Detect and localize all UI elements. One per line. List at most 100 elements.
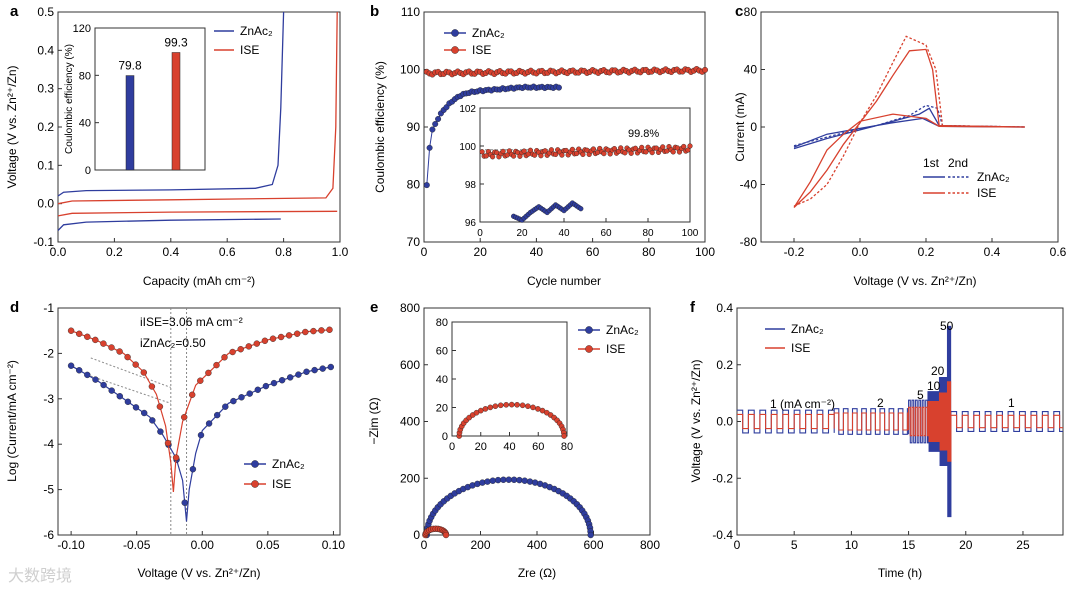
panel-f-annotation-2: 5	[917, 388, 924, 402]
panel-f-x-tick-label: 25	[1016, 538, 1030, 552]
panel-d-x-tick-label: 0.10	[322, 538, 346, 552]
panel-b-inset-ise-point	[639, 144, 645, 151]
panel-b-y-tick-label: 100	[400, 63, 420, 77]
panel-e-label: e	[370, 299, 378, 316]
panel-d-x-tick-label: -0.10	[57, 538, 85, 552]
panel-b-legend-znac2-label: ZnAc₂	[472, 26, 505, 40]
panel-d-point-1	[253, 340, 260, 347]
panel-e-ise-point	[442, 531, 450, 539]
panel-e-inset-y-tick-label: 80	[436, 317, 448, 329]
panel-b-inset-ise-point	[559, 152, 565, 158]
panel-e-x-tick-label: 400	[527, 538, 547, 552]
panel-c-label: c	[735, 3, 743, 20]
panel-d-point-0	[311, 366, 318, 374]
panel-d-guide-tafel-2	[90, 375, 171, 404]
panel-e-xlabel: Zre (Ω)	[518, 566, 556, 580]
panel-a-inset-y-tick-label: 0	[85, 165, 91, 177]
panel-b-x-tick-label: 40	[530, 245, 544, 259]
panel-f-xlabel: Time (h)	[878, 566, 922, 580]
panel-f-x-tick-label: 10	[845, 538, 859, 552]
panel-b-inset-ise-point	[490, 154, 496, 160]
panel-e-y-tick-label: 800	[400, 301, 420, 315]
panel-b-inset-znac2-point	[578, 206, 584, 212]
panel-e-y-tick-label: 600	[400, 358, 420, 372]
panel-a-inset-frame	[94, 27, 206, 171]
panel-d-point-0	[100, 381, 107, 389]
panel-d-point-1	[197, 377, 204, 384]
panel-b-znac2-point	[429, 126, 436, 133]
panel-d-point-0	[270, 379, 278, 387]
panel-d-point-0	[213, 411, 221, 419]
panel-a-y-tick-label: -0.1	[33, 235, 54, 249]
panel-a-inset-bar-0	[125, 75, 135, 171]
panel-a-inset-value-0: 79.8	[118, 59, 142, 73]
panel-b-inset-ise-point	[479, 149, 485, 155]
panel-c-series-1	[793, 104, 1026, 147]
panel-b-inset-ise-point	[542, 148, 548, 154]
panel-b-inset-ise-point	[521, 148, 527, 154]
panel-d-point-0	[92, 376, 99, 383]
panel-e-inset-ise-point	[503, 401, 510, 408]
panel-e-inset-x-tick-label: 0	[449, 441, 455, 453]
panel-c-ylabel: Current (mA)	[733, 92, 747, 161]
panel-b-x-tick-label: 60	[586, 245, 600, 259]
panel-d-x-tick-label: -0.05	[123, 538, 151, 552]
panel-d-point-0	[222, 403, 229, 410]
panel-d-point-1	[148, 383, 156, 390]
panel-d-point-0	[230, 397, 237, 405]
panel-c-xlabel: Voltage (V vs. Zn²⁺/Zn)	[853, 274, 976, 288]
panel-e-inset-ise-point	[497, 402, 504, 409]
panel-d-point-0	[246, 390, 253, 397]
panel-d-point-1	[188, 391, 196, 398]
panel-d-point-0	[124, 398, 132, 405]
panel-d-point-0	[197, 431, 205, 439]
panel-b-inset-frame	[479, 107, 691, 223]
panel-d-point-1	[132, 361, 139, 368]
panel-d-y-tick-label: -4	[43, 437, 54, 451]
panel-d-point-0	[181, 499, 188, 506]
panel-d-point-0	[287, 374, 294, 381]
panel-e-znac2-point	[500, 476, 507, 483]
panel-c-series-0	[793, 107, 1026, 150]
panel-d-point-1	[318, 327, 325, 334]
panel-d-point-1	[237, 346, 244, 353]
panel-d-point-1	[108, 344, 115, 351]
panel-b-inset-y-tick-label: 100	[459, 142, 476, 153]
panel-b-inset-ise-point	[601, 151, 607, 157]
panel-e-znac2-line	[426, 479, 592, 536]
panel-d-point-1	[310, 327, 317, 335]
panel-b-y-tick-label: 70	[407, 235, 421, 249]
panel-b-inset-ise-point	[681, 143, 687, 150]
panel-d-annotation-znac2: iZnAc₂=0.50	[140, 336, 206, 350]
panel-a-series-2	[57, 11, 338, 205]
panel-e-inset-x-tick-label: 80	[561, 441, 573, 453]
panel-d-point-1	[277, 333, 285, 341]
panel-e-inset-ise-point	[492, 403, 499, 410]
panel-d-point-1	[100, 340, 107, 347]
panel-b-ylabel: Coulombic efficiency (%)	[373, 61, 387, 193]
panel-b-ise-point	[702, 66, 709, 73]
panel-d-x-tick-label: 0.00	[191, 538, 215, 552]
panel-a-series-0	[57, 11, 285, 197]
panel-e-inset-x-tick-label: 60	[532, 441, 544, 453]
panel-c-x-tick-label: -0.2	[784, 245, 805, 259]
panel-d-point-1	[269, 335, 277, 342]
panel-d-point-0	[238, 394, 245, 401]
panel-e-y-tick-label: 400	[400, 415, 420, 429]
panel-d-point-0	[205, 420, 213, 427]
panel-a-y-tick-label: 0.5	[37, 5, 54, 19]
panel-f-x-tick-label: 0	[734, 538, 741, 552]
panel-d-point-1	[302, 328, 309, 336]
panel-b-inset-x-tick-label: 60	[600, 228, 612, 239]
panel-d-y-tick-label: -5	[43, 483, 54, 497]
panel-c-x-tick-label: 0.4	[984, 245, 1001, 259]
panel-f-y-tick-label: 0.4	[716, 301, 733, 315]
panel-e-inset-ise-point	[508, 401, 515, 408]
panel-b-inset-ise-point	[687, 143, 693, 149]
panel-a-xlabel: Capacity (mAh cm⁻²)	[143, 274, 255, 288]
panel-f-annotation-6: 1	[1008, 396, 1015, 410]
panel-c-x-tick-label: 0.0	[852, 245, 869, 259]
panel-b-inset-ise-point	[590, 146, 597, 152]
panel-a-inset-y-tick-label: 120	[73, 23, 91, 35]
